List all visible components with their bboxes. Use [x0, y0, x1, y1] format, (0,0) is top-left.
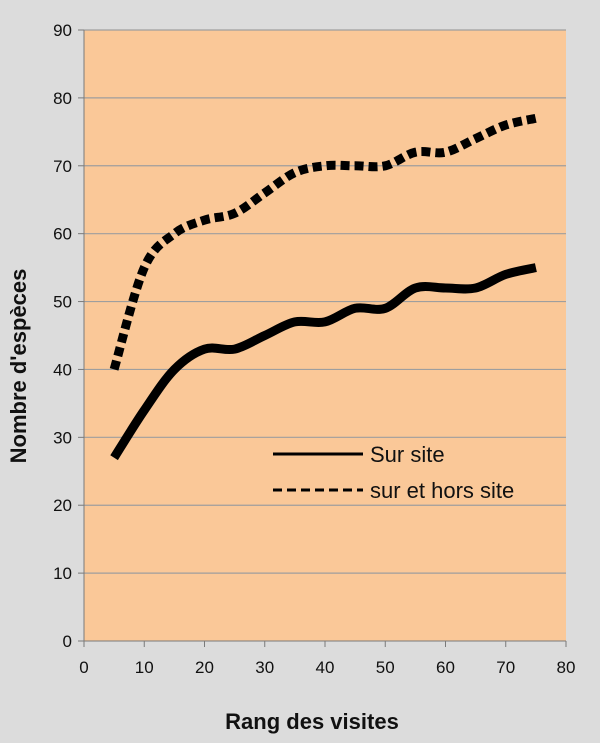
- y-tick-label-20: 20: [53, 496, 72, 515]
- legend-label-sur-site: Sur site: [370, 442, 445, 467]
- x-tick-label-40: 40: [316, 658, 335, 677]
- y-tick-label-30: 30: [53, 428, 72, 447]
- y-tick-label-90: 90: [53, 21, 72, 40]
- x-axis-title: Rang des visites: [225, 709, 399, 734]
- plot-area: [84, 30, 566, 641]
- series-line-sur-site: [110, 263, 537, 461]
- y-tick-label-10: 10: [53, 564, 72, 583]
- series-lines: [109, 113, 537, 461]
- y-tick-label-60: 60: [53, 225, 72, 244]
- y-tick-label-0: 0: [63, 632, 72, 651]
- legend-label-sur-et-hors-site: sur et hors site: [370, 478, 514, 503]
- y-tick-label-50: 50: [53, 293, 72, 312]
- y-tick-label-70: 70: [53, 157, 72, 176]
- x-tick-label-70: 70: [496, 658, 515, 677]
- series-line-sur-et-hors-site: [109, 113, 537, 371]
- legend: Sur site sur et hors site: [273, 442, 514, 503]
- x-tick-label-60: 60: [436, 658, 455, 677]
- y-tick-label-40: 40: [53, 360, 72, 379]
- grid-lines: [84, 29, 566, 574]
- x-tick-label-30: 30: [255, 658, 274, 677]
- x-tick-label-50: 50: [376, 658, 395, 677]
- x-tick-label-10: 10: [135, 658, 154, 677]
- x-tick-labels: 0 10 20 30 40 50 60 70 80: [79, 641, 575, 677]
- x-tick-label-80: 80: [557, 658, 576, 677]
- y-tick-label-80: 80: [53, 89, 72, 108]
- y-axis-title: Nombre d'espèces: [6, 269, 31, 464]
- x-tick-label-0: 0: [79, 658, 88, 677]
- x-tick-label-20: 20: [195, 658, 214, 677]
- y-tick-labels: 0 10 20 30 40 50 60 70 80 90: [53, 21, 84, 651]
